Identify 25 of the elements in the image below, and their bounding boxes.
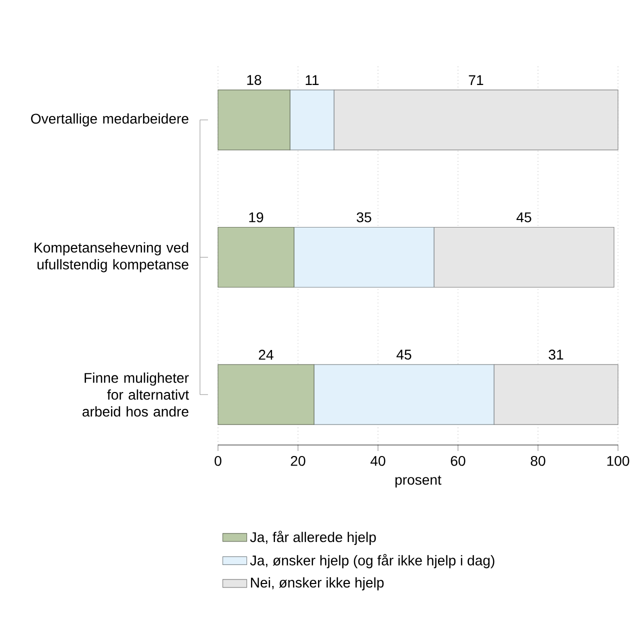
y-tick-label: Kompetansehevning ved ufullstendig kompetanse xyxy=(34,242,188,272)
data-label: 35 xyxy=(356,212,372,222)
data-label: 18 xyxy=(247,75,262,85)
x-tick-label: 0 xyxy=(214,456,222,466)
bar xyxy=(218,364,314,425)
data-label: 24 xyxy=(258,350,274,360)
data-label: 45 xyxy=(516,212,532,222)
data-label: 11 xyxy=(306,75,319,85)
y-tick-label: Finne muligheter for alternativt arbeid hos andre xyxy=(82,372,189,417)
x-tick-label: 20 xyxy=(290,456,306,466)
data-label: 45 xyxy=(396,350,412,360)
x-tick-label: 80 xyxy=(530,456,546,466)
data-label: 19 xyxy=(249,212,264,222)
x-tick-label: 100 xyxy=(607,456,630,466)
legend-label: Ja, ønsker hjelp (og får ikke hjelp i dag) xyxy=(250,554,494,568)
x-tick-label: 40 xyxy=(370,456,386,466)
x-tick-label: 60 xyxy=(450,456,466,466)
data-label: 31 xyxy=(548,350,564,360)
legend-label: Ja, får allerede hjelp xyxy=(250,530,376,545)
x-axis-title: prosent xyxy=(395,476,442,488)
y-tick-label: Overtallige medarbeidere xyxy=(31,113,188,126)
bar xyxy=(218,90,290,150)
data-label: 71 xyxy=(468,75,484,85)
legend-label: Nei, ønsker ikke hjelp xyxy=(251,577,384,590)
bar xyxy=(218,226,294,288)
